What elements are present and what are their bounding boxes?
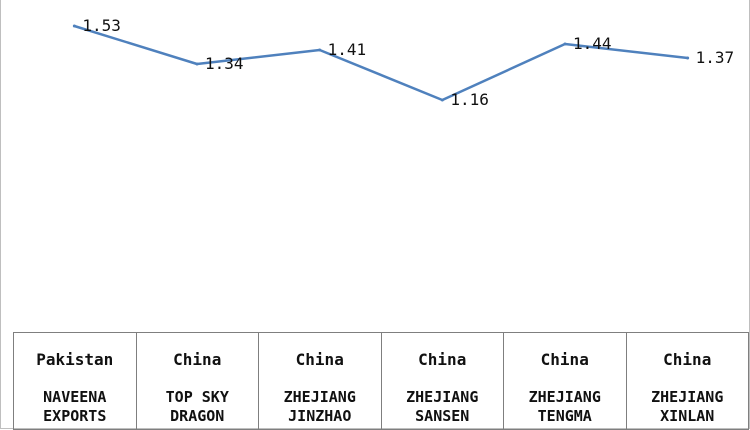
data-point: [440, 98, 444, 102]
data-label: 1.34: [205, 54, 244, 73]
category-cell: Pakistan NAVEENA EXPORTS: [13, 332, 137, 430]
category-company-label: ZHEJIANG TENGMA: [528, 388, 601, 425]
category-country-label: China: [173, 350, 222, 369]
category-row: Pakistan NAVEENA EXPORTS China TOP SKY DRAG…: [13, 332, 749, 430]
category-cell: China ZHEJIANG TENGMA: [503, 332, 627, 430]
category-company-label: ZHEJIANG SANSEN: [406, 388, 479, 425]
category-company-label: ZHEJIANG JINZHAO: [283, 388, 356, 425]
data-point: [195, 62, 199, 66]
category-company-label: ZHEJIANG XINLAN: [651, 388, 724, 425]
data-label: 1.41: [328, 40, 367, 59]
data-label: 1.44: [573, 34, 612, 53]
category-company-label: NAVEENA EXPORTS: [43, 388, 107, 425]
category-country-label: China: [663, 350, 712, 369]
category-axis-table: Pakistan NAVEENA EXPORTS China TOP SKY DRAG…: [13, 332, 749, 430]
category-cell: China ZHEJIANG JINZHAO: [258, 332, 382, 430]
data-point: [686, 56, 690, 60]
data-point: [318, 48, 322, 52]
data-point: [72, 24, 76, 28]
series-line: [73, 24, 688, 102]
category-country-label: China: [295, 350, 344, 369]
data-label: 1.53: [82, 16, 121, 35]
data-label: 1.16: [450, 90, 489, 109]
category-country-label: China: [418, 350, 467, 369]
category-cell: China TOP SKY DRAGON: [135, 332, 259, 430]
category-company-label: TOP SKY DRAGON: [165, 388, 229, 425]
line-chart: 1.53 1.34 1.41 1.16 1.44 1.37: [72, 16, 735, 109]
data-label: 1.37: [696, 48, 735, 67]
category-cell: China ZHEJIANG XINLAN: [625, 332, 749, 430]
category-cell: China ZHEJIANG SANSEN: [380, 332, 504, 430]
data-point: [563, 42, 567, 46]
category-country-label: China: [540, 350, 589, 369]
category-country-label: Pakistan: [36, 350, 114, 369]
